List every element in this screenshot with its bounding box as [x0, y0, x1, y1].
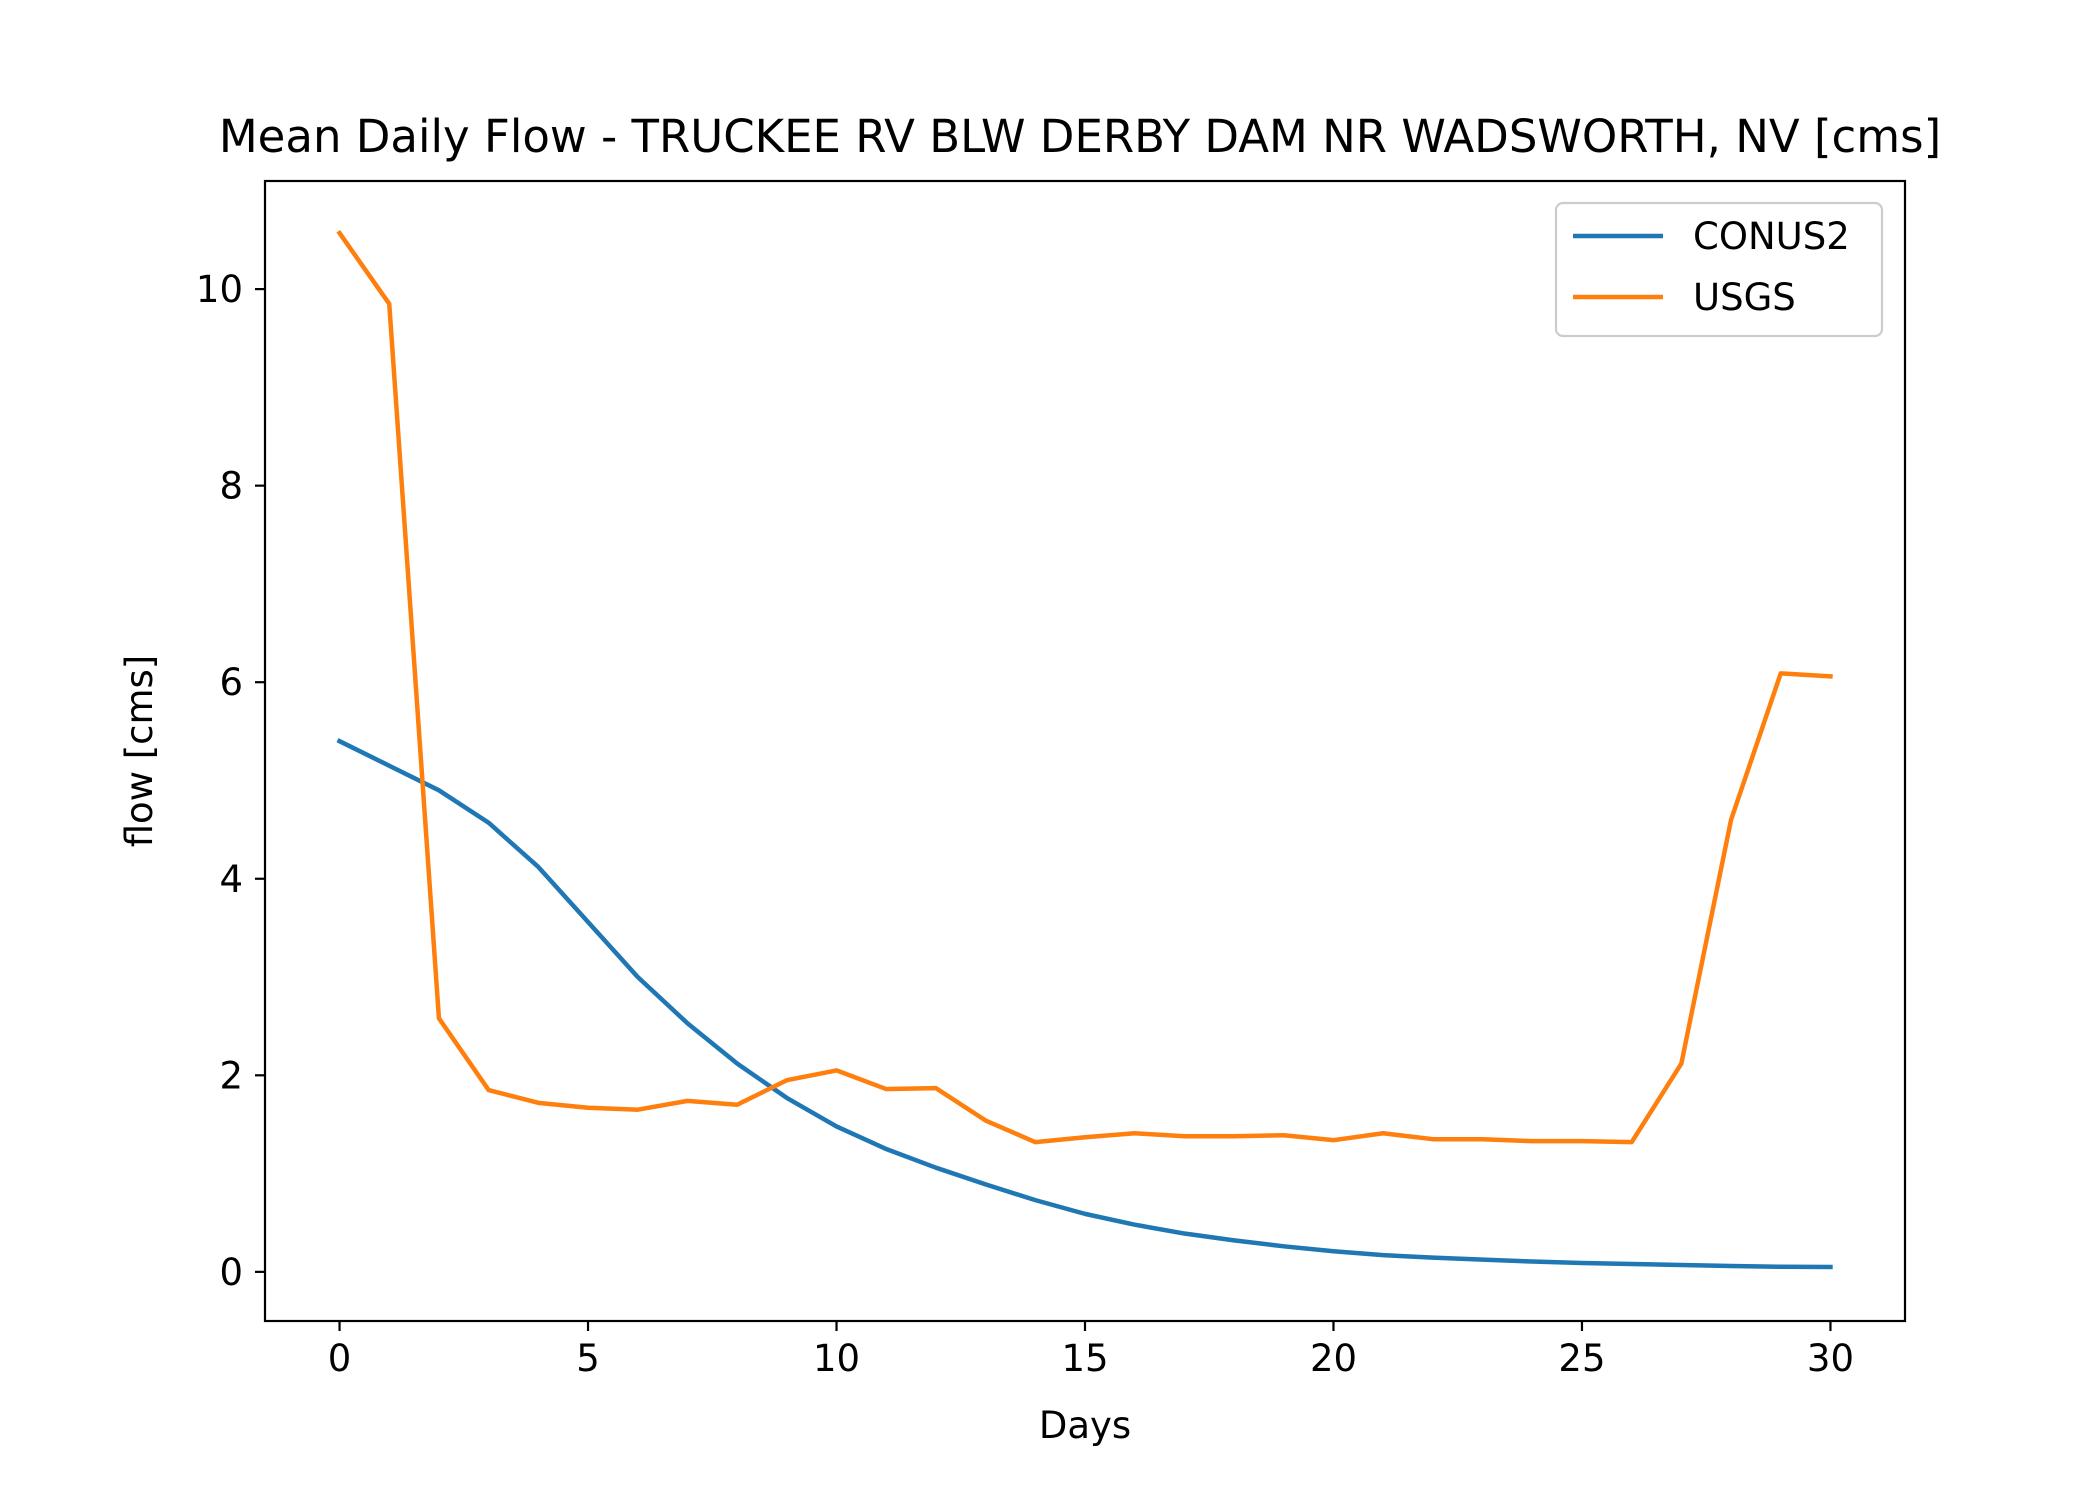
x-tick-label: 10	[813, 1337, 860, 1380]
y-axis-label: flow [cms]	[118, 655, 161, 848]
x-axis: 0 5 10 15 20 25 30	[328, 1321, 1854, 1380]
y-axis: 0 2 4 6 8 10	[196, 268, 265, 1294]
legend-label-usgs: USGS	[1693, 276, 1796, 319]
x-tick-label: 25	[1558, 1337, 1605, 1380]
series-line-conus2	[336, 738, 1833, 1270]
y-tick-label: 4	[219, 858, 243, 901]
y-tick-label: 0	[219, 1251, 243, 1294]
x-axis-label: Days	[1039, 1404, 1131, 1447]
y-tick-label: 2	[219, 1054, 243, 1097]
legend-label-conus2: CONUS2	[1693, 215, 1850, 258]
series-line-usgs	[336, 229, 1833, 1145]
y-tick-label: 8	[219, 465, 243, 508]
y-tick-label: 10	[196, 268, 243, 311]
x-tick-label: 30	[1807, 1337, 1854, 1380]
plot-area	[336, 229, 1833, 1270]
x-tick-label: 5	[576, 1337, 600, 1380]
x-tick-label: 0	[328, 1337, 352, 1380]
chart-title: Mean Daily Flow - TRUCKEE RV BLW DERBY D…	[219, 110, 1941, 163]
x-tick-label: 15	[1061, 1337, 1108, 1380]
legend: CONUS2 USGS	[1554, 201, 1884, 338]
x-tick-label: 20	[1310, 1337, 1357, 1380]
y-tick-label: 6	[219, 661, 243, 704]
